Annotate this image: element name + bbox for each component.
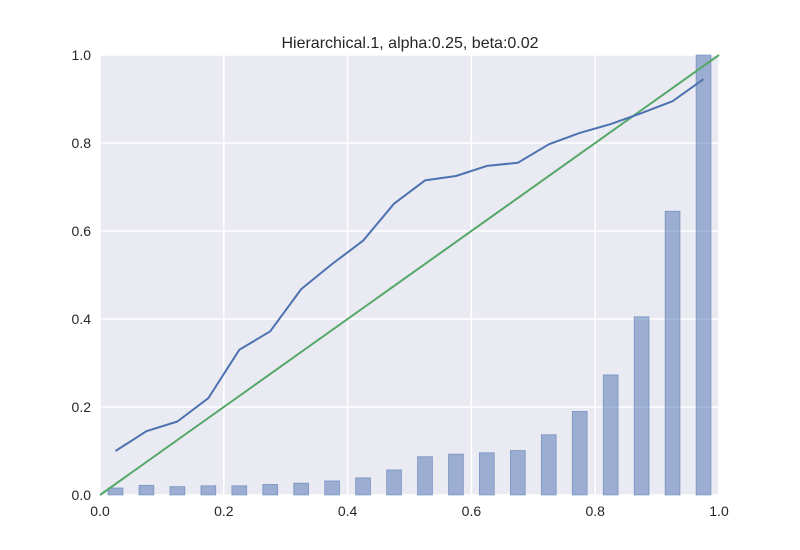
histogram-bar [324, 480, 340, 496]
histogram-bar [386, 469, 402, 496]
x-tick-label: 1.0 [709, 503, 729, 519]
calibration-line [114, 78, 705, 452]
x-tick-label: 0.2 [214, 503, 234, 519]
y-tick-label: 0.2 [72, 399, 92, 415]
histogram-bar [571, 410, 588, 496]
histogram-bar [231, 485, 248, 496]
chart-title: Hierarchical.1, alpha:0.25, beta:0.02 [281, 35, 538, 52]
histogram-bar [509, 450, 526, 496]
y-tick-label: 1.0 [72, 47, 92, 63]
histogram-bar [448, 453, 464, 496]
histogram-bar [262, 484, 279, 496]
y-tick-label: 0.8 [72, 135, 92, 151]
y-tick-label: 0.0 [72, 487, 92, 503]
histogram-bar [417, 456, 433, 496]
histogram-bar [169, 486, 186, 496]
x-tick-label: 0.6 [462, 503, 482, 519]
histogram-bar [479, 452, 495, 496]
x-tick-label: 0.8 [585, 503, 605, 519]
x-tick-label: 0.0 [90, 503, 110, 519]
histogram-bar [664, 210, 681, 496]
histogram-bar [107, 487, 124, 496]
histogram-bar [293, 482, 310, 496]
histogram-bar [602, 374, 619, 496]
histogram-bar [540, 434, 557, 496]
diagonal-line [99, 54, 720, 496]
x-tick-label: 0.4 [338, 503, 358, 519]
y-tick-label: 0.6 [72, 223, 92, 239]
histogram-bar [200, 485, 217, 496]
plot-area: 0.0 0.2 0.4 0.6 0.8 1.0 0.0 0.2 0.4 0.6 0.8 1.0 [72, 47, 729, 519]
histogram-bar [355, 477, 371, 496]
histogram-bar [633, 316, 650, 496]
histogram-bar [138, 484, 155, 496]
histogram-bar [695, 54, 712, 496]
y-tick-label: 0.4 [72, 311, 92, 327]
